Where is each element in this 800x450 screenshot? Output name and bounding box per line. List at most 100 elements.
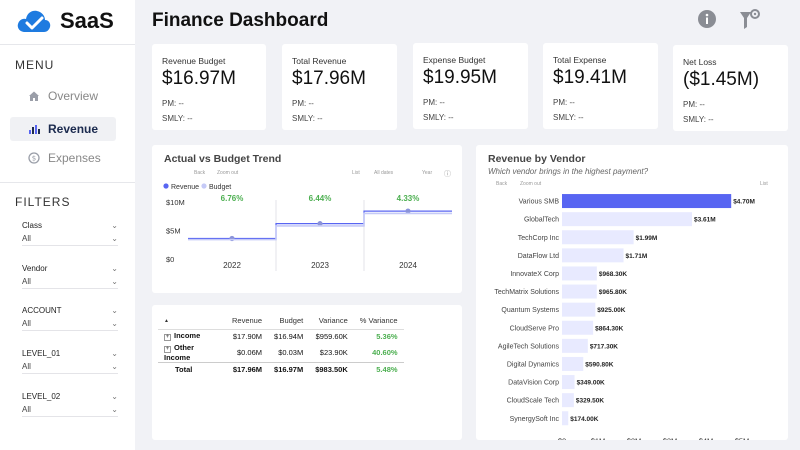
filter-level-02[interactable]: LEVEL_02 ⌄ All ⌄ bbox=[22, 392, 118, 417]
menu-title: MENU bbox=[15, 58, 55, 72]
cell-pct: 40.60% bbox=[372, 348, 398, 357]
filter-value[interactable]: All bbox=[22, 362, 31, 371]
bar-category-label: TechCorp Inc bbox=[518, 235, 560, 242]
y-tick-label: $10M bbox=[166, 198, 185, 207]
chevron-down-icon[interactable]: ⌄ bbox=[111, 221, 118, 230]
cell-revenue: $0.06M bbox=[237, 348, 263, 357]
x-tick-label: 2022 bbox=[223, 261, 241, 270]
filter-settings-icon[interactable] bbox=[739, 9, 761, 31]
vendor-bar[interactable] bbox=[562, 284, 597, 299]
y-tick-label: $5M bbox=[166, 227, 181, 236]
divider bbox=[0, 182, 135, 183]
column-header[interactable]: Budget bbox=[268, 313, 310, 330]
vendor-bar[interactable] bbox=[562, 266, 597, 281]
column-header[interactable]: Variance bbox=[309, 313, 354, 330]
x-tick-label: $4M bbox=[699, 436, 714, 440]
bar-value-label: $590.80K bbox=[585, 361, 613, 368]
cell-budget: $0.03M bbox=[278, 348, 304, 357]
kpi-card-expense-budget: Expense Budget $19.95M PM: -- SMLY: -- bbox=[413, 43, 528, 129]
chevron-down-icon[interactable]: ⌄ bbox=[111, 392, 118, 401]
kpi-smly: SMLY: -- bbox=[292, 114, 323, 123]
nav-item-expenses[interactable]: $ Expenses bbox=[10, 146, 116, 170]
bar-category-label: GlobalTech bbox=[524, 217, 559, 224]
vendor-bar[interactable] bbox=[562, 212, 692, 227]
data-point[interactable] bbox=[317, 221, 323, 227]
filter-vendor[interactable]: Vendor ⌄ All ⌄ bbox=[22, 264, 118, 289]
vendor-bar[interactable] bbox=[562, 356, 584, 371]
filter-value[interactable]: All bbox=[22, 234, 31, 243]
filter-level-01[interactable]: LEVEL_01 ⌄ All ⌄ bbox=[22, 349, 118, 374]
vendor-bar[interactable] bbox=[562, 248, 624, 263]
bar-value-label: $1.99M bbox=[636, 235, 658, 242]
vendor-bar[interactable] bbox=[562, 411, 569, 426]
bar-value-label: $717.30K bbox=[590, 343, 618, 350]
data-point[interactable] bbox=[405, 208, 411, 214]
vendor-bar[interactable] bbox=[562, 320, 594, 335]
chevron-down-icon[interactable]: ⌄ bbox=[111, 362, 118, 371]
vendor-bar[interactable] bbox=[562, 302, 596, 317]
bar-value-label: $174.00K bbox=[570, 416, 598, 423]
x-tick-label: 2023 bbox=[311, 261, 329, 270]
filter-class[interactable]: Class ⌄ All ⌄ bbox=[22, 221, 118, 246]
year-dropdown[interactable]: Year bbox=[422, 170, 433, 176]
kpi-smly: SMLY: -- bbox=[683, 115, 714, 124]
kpi-smly: SMLY: -- bbox=[553, 113, 584, 122]
zoom-out-button[interactable]: Zoom out bbox=[520, 181, 542, 187]
nav-item-revenue[interactable]: Revenue bbox=[10, 117, 116, 141]
sort-icon[interactable]: ▲ bbox=[158, 313, 226, 330]
chevron-down-icon[interactable]: ⌄ bbox=[111, 234, 118, 243]
bar-value-label: $3.61M bbox=[694, 217, 716, 224]
cell-revenue: $17.90M bbox=[232, 331, 263, 341]
help-icon[interactable]: ⓘ bbox=[444, 171, 451, 178]
expand-icon[interactable]: + bbox=[164, 334, 171, 342]
bar-category-label: Quantum Systems bbox=[501, 307, 559, 314]
variance-table: ▲ Revenue Budget Variance% Variance + Income… bbox=[158, 313, 404, 377]
list-button[interactable]: List bbox=[760, 181, 768, 187]
vendor-bar[interactable] bbox=[562, 393, 574, 408]
back-button[interactable]: Back bbox=[496, 181, 508, 187]
zoom-out-button[interactable]: Zoom out bbox=[217, 170, 239, 176]
info-icon[interactable] bbox=[697, 9, 717, 29]
nav-item-overview[interactable]: Overview bbox=[10, 84, 116, 108]
bar-category-label: Various SMB bbox=[519, 199, 560, 206]
list-button[interactable]: List bbox=[352, 170, 360, 176]
chevron-down-icon[interactable]: ⌄ bbox=[111, 405, 118, 414]
chevron-down-icon[interactable]: ⌄ bbox=[111, 349, 118, 358]
filter-account[interactable]: ACCOUNT ⌄ All ⌄ bbox=[22, 306, 118, 331]
nav-item-label: Expenses bbox=[48, 151, 101, 165]
filter-value[interactable]: All bbox=[22, 277, 31, 286]
bar-category-label: DataVision Corp bbox=[508, 380, 559, 387]
vendor-bar[interactable] bbox=[562, 194, 732, 209]
vendor-bar[interactable] bbox=[562, 338, 588, 353]
back-button[interactable]: Back bbox=[194, 170, 206, 176]
vendor-bar[interactable] bbox=[562, 375, 575, 390]
kpi-pm: PM: -- bbox=[553, 98, 575, 107]
chevron-down-icon[interactable]: ⌄ bbox=[111, 277, 118, 286]
filter-value[interactable]: All bbox=[22, 405, 31, 414]
column-header[interactable]: % Variance bbox=[353, 313, 404, 330]
expand-icon[interactable]: + bbox=[164, 346, 171, 353]
kpi-card-revenue-budget: Revenue Budget $16.97M PM: -- SMLY: -- bbox=[152, 44, 266, 130]
bar-value-label: $925.00K bbox=[597, 307, 625, 314]
x-tick-label: 2024 bbox=[399, 261, 417, 270]
x-tick-label: $5M bbox=[735, 436, 750, 440]
cloud-check-icon bbox=[17, 10, 51, 32]
kpi-card-net-loss: Net Loss ($1.45M) PM: -- SMLY: -- bbox=[673, 45, 788, 131]
chevron-down-icon[interactable]: ⌄ bbox=[111, 319, 118, 328]
kpi-card-total-revenue: Total Revenue $17.96M PM: -- SMLY: -- bbox=[282, 44, 397, 130]
column-header[interactable]: Revenue bbox=[226, 313, 269, 330]
logo[interactable]: SaaS bbox=[16, 8, 114, 34]
page-title: Finance Dashboard bbox=[152, 10, 329, 31]
filter-value[interactable]: All bbox=[22, 319, 31, 328]
chevron-down-icon[interactable]: ⌄ bbox=[111, 264, 118, 273]
kpi-label: Total Revenue bbox=[292, 56, 347, 66]
filter-label: LEVEL_02 bbox=[22, 392, 61, 401]
vendor-bar[interactable] bbox=[562, 230, 634, 245]
variance-table-card: ▲ Revenue Budget Variance% Variance + Income… bbox=[152, 305, 462, 440]
kpi-label: Revenue Budget bbox=[162, 56, 226, 66]
legend-label: Budget bbox=[209, 184, 231, 191]
chevron-down-icon[interactable]: ⌄ bbox=[111, 306, 118, 315]
all-dates-dropdown[interactable]: All dates bbox=[374, 170, 394, 176]
cell-variance: $23.90K bbox=[319, 348, 348, 357]
kpi-smly: SMLY: -- bbox=[423, 113, 454, 122]
